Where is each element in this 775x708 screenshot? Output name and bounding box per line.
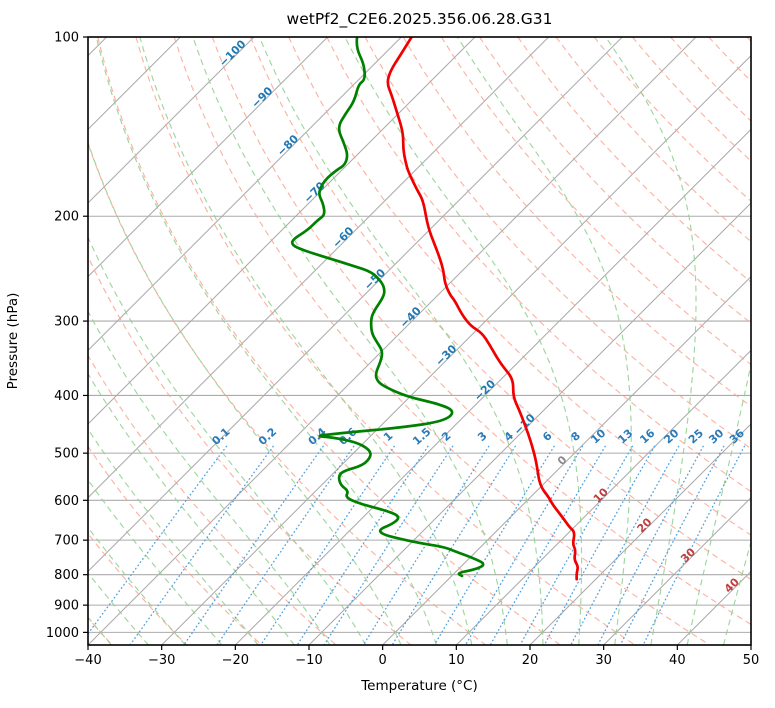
x-tick-label: −10 <box>295 653 322 668</box>
mixing-ratio-label: 0.2 <box>256 425 279 448</box>
y-tick-label: 200 <box>54 210 79 225</box>
x-tick-label: 10 <box>448 653 465 668</box>
isotherm-label: −20 <box>472 377 499 404</box>
y-tick-label: 500 <box>54 447 79 462</box>
y-tick-label: 400 <box>54 389 79 404</box>
chart-title: wetPf2_C2E6.2025.356.06.28.G31 <box>287 10 553 29</box>
background-line-layers <box>88 37 751 645</box>
isotherm-lines <box>88 37 751 645</box>
x-tick-label: 40 <box>669 653 686 668</box>
mixing-ratio-label: 2 <box>439 429 453 444</box>
temperature-curve <box>386 37 580 581</box>
mixing-ratio-label: 0.6 <box>336 425 359 448</box>
isotherm-label: 20 <box>635 515 655 535</box>
isotherm-label: 40 <box>722 575 742 595</box>
isotherm-label: −80 <box>275 132 302 159</box>
x-tick-label: −30 <box>148 653 175 668</box>
x-tick-label: 30 <box>595 653 612 668</box>
x-tick-label: 0 <box>379 653 387 668</box>
x-tick-label: 20 <box>522 653 539 668</box>
y-axis-tick-labels: 100 200 300 400 500 600 700 800 900 1000 <box>46 31 79 641</box>
x-tick-label: 50 <box>743 653 760 668</box>
y-tick-label: 1000 <box>46 626 79 641</box>
isotherm-label: −30 <box>433 342 460 369</box>
isotherm-label: 30 <box>678 545 698 565</box>
mixing-ratio-label: 20 <box>661 426 681 446</box>
y-tick-label: 800 <box>54 568 79 583</box>
isotherm-label: −100 <box>217 37 249 69</box>
y-axis-label: Pressure (hPa) <box>5 293 21 390</box>
mixing-ratio-label: 0.1 <box>209 425 232 448</box>
x-axis-tick-labels: −40 −30 −20 −10 0 10 20 30 40 50 <box>74 653 759 668</box>
mixing-ratio-label: 36 <box>727 426 747 446</box>
sounding-profile-layer <box>290 37 580 581</box>
x-axis-label: Temperature (°C) <box>360 678 478 694</box>
x-tick-label: −20 <box>222 653 249 668</box>
plot-border <box>87 36 752 646</box>
mixing-ratio-label: 16 <box>637 426 657 446</box>
axes-layer: −40 −30 −20 −10 0 10 20 30 40 5010020030040050060… <box>46 31 759 669</box>
y-tick-label: 300 <box>54 315 79 330</box>
moist-adiabat-lines <box>88 37 751 645</box>
dewpoint-curve <box>290 37 485 578</box>
isotherm-label: −40 <box>397 304 424 331</box>
x-axis-ticks <box>87 645 752 650</box>
isotherm-label: −90 <box>249 84 276 111</box>
y-tick-label: 600 <box>54 494 79 509</box>
y-tick-label: 700 <box>54 534 79 549</box>
mixing-ratio-label: 10 <box>588 426 608 446</box>
isobar-gridlines <box>88 37 751 633</box>
mixing-ratio-label: 25 <box>686 427 706 447</box>
isotherm-label: −60 <box>330 224 357 251</box>
mixing-ratio-lines <box>88 445 746 645</box>
mixing-ratio-label: 13 <box>615 427 635 447</box>
mixing-ratio-label: 8 <box>569 429 583 444</box>
dry-adiabat-lines <box>88 37 751 645</box>
y-axis-ticks <box>83 36 88 633</box>
mixing-ratio-label: 3 <box>475 429 489 444</box>
x-tick-label: −40 <box>74 653 101 668</box>
mixing-ratio-label: 6 <box>540 429 555 444</box>
y-tick-label: 900 <box>54 599 79 614</box>
mixing-ratio-labels: 0.1 0.2 0.4 0.6 1 1.5 2 3 4 6 8 10 13 16 20 25 30 36 <box>209 425 747 448</box>
y-tick-label: 100 <box>54 31 79 46</box>
